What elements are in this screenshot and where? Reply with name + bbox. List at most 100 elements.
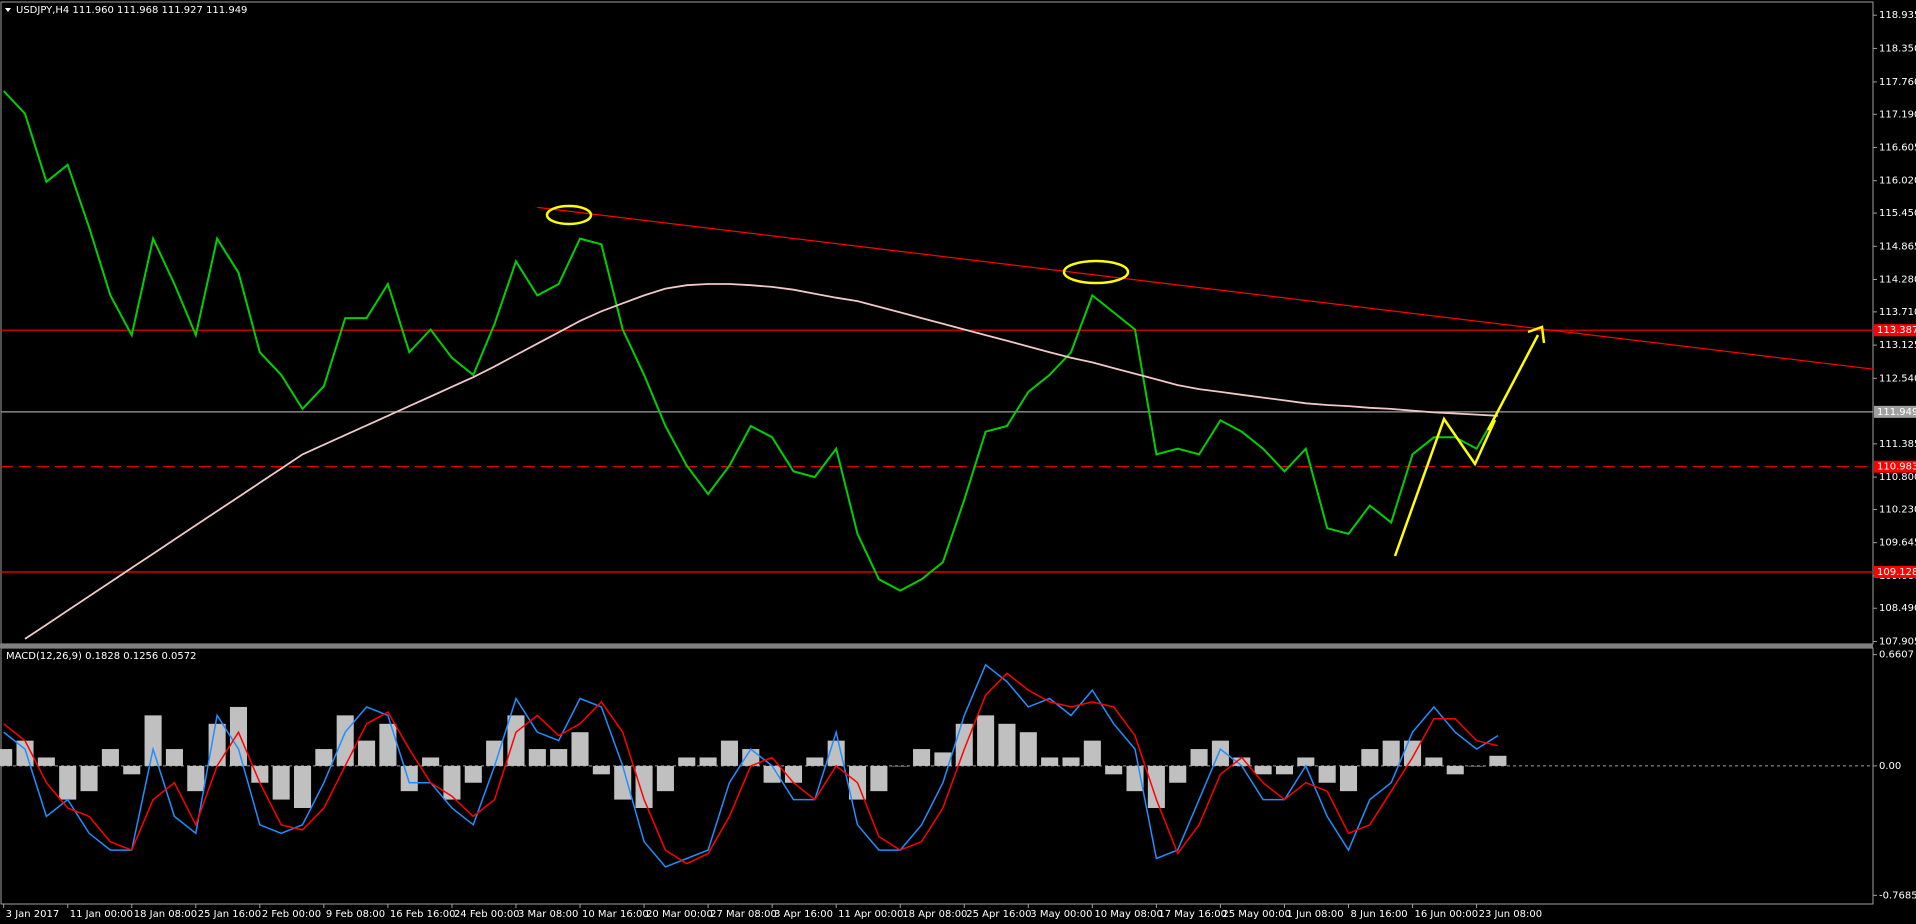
macd-histogram-bar — [1190, 749, 1208, 766]
macd-histogram-bar — [80, 765, 98, 792]
macd-histogram-bar — [550, 749, 568, 766]
y-tick-label: 114.865 — [1879, 241, 1916, 252]
macd-histogram-bar — [998, 723, 1016, 766]
x-tick-label: 10 Mar 16:00 — [582, 909, 649, 920]
macd-histogram-bar — [1404, 740, 1422, 766]
x-tick-label: 3 Jan 2017 — [6, 909, 60, 920]
macd-histogram-bar — [763, 765, 781, 783]
macd-histogram-bar — [1382, 740, 1400, 766]
macd-histogram-bar — [187, 765, 205, 792]
x-tick-label: 11 Apr 00:00 — [838, 909, 903, 920]
macd-histogram-bar — [1147, 765, 1165, 808]
macd-histogram-bar — [870, 765, 888, 792]
x-tick-label: 3 Mar 08:00 — [518, 909, 578, 920]
y-tick-label: 107.905 — [1879, 636, 1916, 647]
macd-histogram-bar — [614, 765, 632, 800]
y-tick-label: 112.540 — [1879, 373, 1916, 384]
macd-histogram-bar — [635, 765, 653, 808]
macd-histogram-bar — [37, 757, 55, 766]
y-tick-label: 117.760 — [1879, 77, 1916, 88]
symbol-header: USDJPY,H4 111.960 111.968 111.927 111.94… — [16, 5, 247, 16]
macd-histogram-bar — [507, 715, 525, 766]
macd-line — [3, 663, 1499, 868]
macd-histogram-bar — [16, 740, 34, 766]
x-tick-label: 18 Jan 08:00 — [134, 909, 197, 920]
y-tick-label: 111.385 — [1879, 439, 1916, 450]
arrow-head — [1527, 325, 1546, 344]
macd-histogram-bar — [1105, 765, 1123, 775]
macd-histogram-bar — [528, 749, 546, 766]
y-tick-label: 110.800 — [1879, 472, 1916, 483]
x-tick-label: 25 Apr 16:00 — [966, 909, 1031, 920]
top-circle — [1062, 259, 1130, 285]
macd-histogram-bar — [1361, 749, 1379, 766]
macd-histogram-bar — [1041, 757, 1059, 766]
y-tick-label: 115.450 — [1879, 208, 1916, 219]
macd-header: MACD(12,26,9) 0.1828 0.1256 0.0572 — [6, 651, 196, 662]
moving-average — [24, 283, 1498, 640]
macd-histogram-bar — [699, 757, 717, 766]
macd-histogram-bar — [1468, 765, 1486, 767]
macd-histogram-bar — [144, 715, 162, 766]
macd-histogram-bar — [678, 757, 696, 766]
y-tick-label: 118.350 — [1879, 43, 1916, 54]
y-tick-label: 0.00 — [1879, 761, 1901, 772]
x-tick-label: 17 May 16:00 — [1158, 909, 1227, 920]
macd-histogram-bar — [1425, 757, 1443, 766]
macd-histogram-bar — [806, 757, 824, 766]
y-tick-label: 118.935 — [1879, 10, 1916, 21]
x-tick-label: 10 May 08:00 — [1094, 909, 1163, 920]
macd-histogram-bar — [464, 765, 482, 783]
macd-histogram-bar — [934, 752, 952, 766]
y-tick-label: 108.490 — [1879, 603, 1916, 614]
macd-histogram-bar — [229, 706, 248, 766]
macd-histogram-bar — [955, 723, 973, 766]
macd-histogram-bar — [1169, 765, 1187, 783]
macd-histogram-bar — [1083, 740, 1101, 766]
macd-histogram-bar — [293, 765, 312, 808]
macd-histogram-bar — [1297, 757, 1315, 766]
level-box — [1874, 405, 1916, 418]
level-label: 113.387 — [1877, 325, 1916, 336]
macd-histogram-bar — [486, 740, 504, 766]
menu-triangle[interactable] — [5, 8, 11, 12]
signal-line — [3, 672, 1499, 865]
macd-histogram-bar — [720, 740, 738, 766]
macd-histogram-bar — [891, 765, 909, 767]
macd-histogram-bar — [400, 765, 418, 792]
macd-histogram-bar — [913, 749, 931, 766]
x-tick-label: 25 May 00:00 — [1222, 909, 1291, 920]
x-tick-label: 16 Feb 16:00 — [390, 909, 456, 920]
marks: 118.935 118.350 117.760 117.190 116.605 116.0… — [0, 10, 1916, 920]
x-tick-label: 11 Jan 00:00 — [70, 909, 133, 920]
x-tick-label: 3 Apr 16:00 — [774, 909, 833, 920]
macd-histogram-bar — [784, 765, 803, 783]
top-circle — [545, 204, 593, 226]
macd-histogram-bar — [251, 765, 269, 783]
y-tick-label: 116.020 — [1879, 176, 1916, 187]
x-tick-label: 25 Jan 16:00 — [198, 909, 261, 920]
x-tick-label: 16 Jun 00:00 — [1415, 909, 1479, 920]
x-tick-label: 27 Mar 08:00 — [710, 909, 777, 920]
y-tick-label: 0.6607 — [1879, 650, 1914, 661]
x-tick-label: 23 Jun 08:00 — [1479, 909, 1543, 920]
x-tick-label: 2 Feb 00:00 — [262, 909, 321, 920]
macd-histogram-bar — [1446, 765, 1464, 775]
macd-histogram-bar — [977, 715, 995, 766]
macd-histogram-bar — [656, 765, 674, 792]
level-label: 109.128 — [1877, 567, 1916, 578]
macd-histogram-bar — [336, 715, 354, 766]
macd-histogram-bar — [1339, 765, 1358, 792]
x-tick-label: 3 May 00:00 — [1030, 909, 1092, 920]
macd-histogram-bar — [1019, 732, 1037, 766]
pane-separator — [0, 644, 1873, 648]
macd-histogram-bar — [571, 732, 589, 766]
x-tick-label: 20 Mar 00:00 — [646, 909, 713, 920]
macd-histogram-bar — [1489, 755, 1507, 766]
macd-histogram-bar — [0, 749, 13, 766]
macd-histogram-bar — [315, 749, 333, 766]
level-label: 111.949 — [1877, 407, 1916, 418]
x-tick-label: 18 Apr 08:00 — [902, 909, 967, 920]
